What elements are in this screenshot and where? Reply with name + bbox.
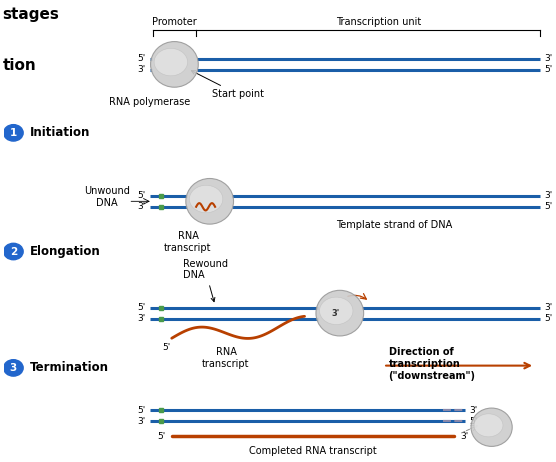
Text: RNA
transcript: RNA transcript (164, 231, 212, 253)
Text: 3: 3 (10, 363, 17, 373)
Ellipse shape (471, 408, 512, 446)
Circle shape (4, 243, 23, 260)
Text: 3': 3' (137, 314, 146, 323)
Text: 3': 3' (137, 65, 146, 74)
Ellipse shape (320, 297, 353, 324)
Ellipse shape (190, 185, 223, 213)
Text: 3': 3' (137, 417, 146, 426)
Text: tion: tion (3, 58, 36, 73)
Text: 5': 5' (545, 65, 553, 74)
Text: 5': 5' (162, 343, 171, 352)
Text: Promoter: Promoter (152, 17, 197, 26)
Text: Start point: Start point (191, 71, 265, 99)
Text: 3': 3' (545, 303, 553, 312)
Text: 3': 3' (545, 191, 553, 201)
Text: Initiation: Initiation (29, 126, 90, 140)
Text: Direction of
transcription
("downstream"): Direction of transcription ("downstream"… (389, 347, 475, 381)
Text: 5': 5' (469, 417, 477, 426)
Ellipse shape (154, 49, 187, 76)
Ellipse shape (186, 178, 234, 224)
Text: 5': 5' (137, 406, 146, 415)
Text: 5': 5' (545, 314, 553, 323)
Text: Transcription unit: Transcription unit (336, 17, 422, 26)
Text: RNA
transcript: RNA transcript (202, 347, 250, 369)
Ellipse shape (151, 42, 198, 87)
Text: 3': 3' (137, 202, 146, 211)
Text: Unwound
DNA: Unwound DNA (84, 186, 130, 207)
Text: Template strand of DNA: Template strand of DNA (336, 219, 452, 230)
Ellipse shape (316, 290, 364, 336)
Text: stages: stages (3, 7, 59, 22)
Text: 2: 2 (10, 247, 17, 256)
Text: Termination: Termination (29, 361, 108, 374)
Text: 5': 5' (137, 191, 146, 201)
Ellipse shape (474, 414, 503, 437)
Text: 3': 3' (469, 406, 477, 415)
Text: 3': 3' (545, 55, 553, 63)
Circle shape (4, 360, 23, 376)
Text: Rewound
DNA: Rewound DNA (182, 259, 227, 302)
Text: RNA polymerase: RNA polymerase (110, 97, 191, 107)
Text: Completed RNA transcript: Completed RNA transcript (249, 446, 376, 456)
Circle shape (4, 125, 23, 141)
Text: 5': 5' (137, 303, 146, 312)
Text: 1: 1 (10, 128, 17, 138)
Text: 3': 3' (331, 309, 340, 318)
Text: 5': 5' (137, 55, 146, 63)
Text: Elongation: Elongation (29, 245, 101, 258)
Text: 3': 3' (460, 432, 468, 441)
Text: 5': 5' (545, 202, 553, 211)
Text: 5': 5' (157, 432, 165, 441)
